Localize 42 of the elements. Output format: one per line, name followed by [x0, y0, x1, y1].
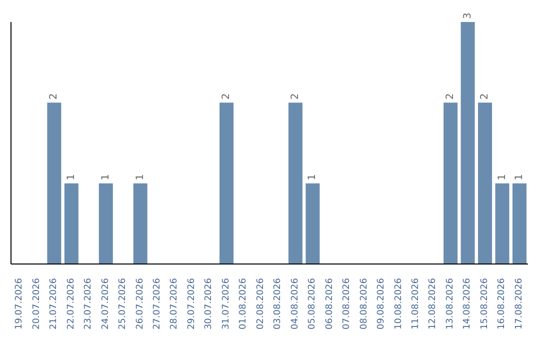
data-label: 3 [462, 12, 474, 19]
x-tick-label: 10.08.2026 [394, 278, 404, 330]
x-tick-label: 02.08.2026 [256, 278, 266, 330]
x-tick-label: 28.07.2026 [170, 278, 180, 330]
data-label: 2 [480, 93, 491, 100]
x-tick-label: 12.08.2026 [428, 278, 438, 330]
x-tick-label: 01.08.2026 [238, 278, 249, 330]
data-label: 1 [134, 174, 146, 180]
x-tick-label: 06.08.2026 [324, 278, 335, 330]
x-tick-label: 30.07.2026 [204, 278, 214, 330]
x-tick-label: 29.07.2026 [186, 278, 197, 330]
data-label: 2 [48, 93, 60, 100]
data-label: 1 [514, 174, 525, 180]
x-tick-label: 14.08.2026 [462, 278, 473, 330]
x-tick-label: 21.07.2026 [49, 278, 60, 330]
data-label: 1 [100, 174, 112, 180]
x-tick-label: 22.07.2026 [66, 278, 76, 330]
x-tick-label: 27.07.2026 [152, 278, 162, 330]
x-tick-label: 07.08.2026 [342, 278, 352, 330]
x-tick-label: 31.07.2026 [221, 278, 232, 330]
data-label: 1 [66, 174, 77, 180]
x-tick-label: 08.08.2026 [359, 278, 370, 330]
data-label: 1 [496, 174, 508, 180]
data-label: 1 [307, 174, 318, 180]
x-tick-label: 05.08.2026 [308, 278, 318, 330]
x-tick-label: 26.07.2026 [135, 278, 146, 330]
x-tick-label: 25.07.2026 [118, 278, 128, 330]
x-tick-label: 04.08.2026 [290, 278, 300, 330]
data-label: 2 [445, 93, 456, 100]
x-tick-label: 20.07.2026 [32, 278, 42, 330]
x-tick-label: 13.08.2026 [445, 278, 456, 330]
data-label: 2 [221, 93, 232, 100]
x-tick-label: 15.08.2026 [480, 278, 490, 330]
x-tick-label: 23.07.2026 [84, 278, 94, 330]
x-tick-label: 16.08.2026 [497, 278, 508, 330]
x-tick-label: 09.08.2026 [376, 278, 387, 330]
x-tick-label: 11.08.2026 [410, 278, 421, 330]
x-tick-label: 19.07.2026 [14, 278, 25, 330]
data-label: 2 [290, 93, 301, 100]
x-tick-label: 03.08.2026 [273, 278, 284, 330]
x-tick-label: 24.07.2026 [100, 278, 111, 330]
x-tick-label: 17.08.2026 [514, 278, 524, 330]
